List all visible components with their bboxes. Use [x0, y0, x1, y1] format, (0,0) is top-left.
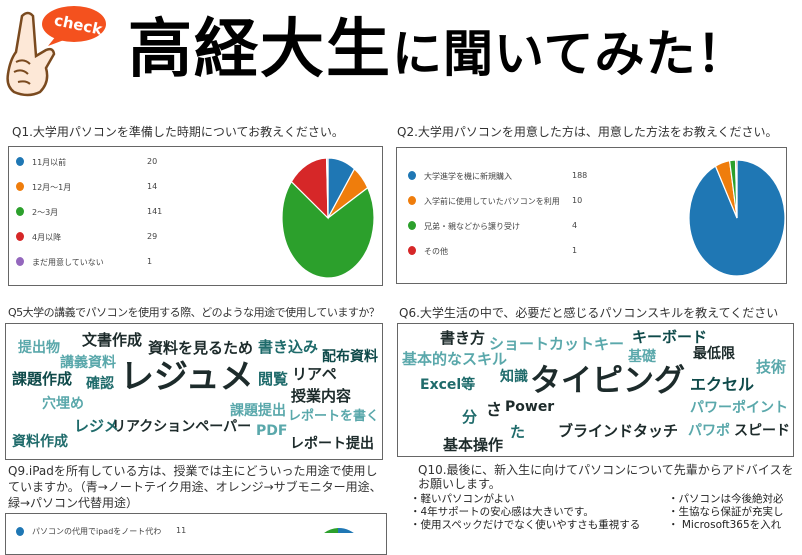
- wordcloud-word: 確認: [86, 376, 114, 392]
- q2-pie-chart: [688, 159, 786, 277]
- wordcloud-word: タイピング: [530, 363, 685, 399]
- wordcloud-word: パワポ: [688, 423, 730, 439]
- legend-marker: [16, 182, 24, 191]
- q1-title: Q1.大学用パソコンを準備した時期についてお教えください。: [12, 125, 344, 139]
- wordcloud-word: 配布資料: [322, 349, 378, 365]
- wordcloud-word: リアクションペーパー: [112, 419, 252, 435]
- legend-label: 2～3月: [32, 208, 59, 217]
- wordcloud-word: エクセル: [690, 375, 755, 394]
- wordcloud-word: 資料作成: [12, 434, 68, 450]
- pie-slice-3: [734, 159, 738, 219]
- legend-marker: [408, 246, 416, 255]
- title-main: 高経大生: [128, 13, 392, 87]
- legend-label: 大学進学を機に新規購入: [424, 172, 512, 181]
- wordcloud-word: ブラインドタッチ: [558, 422, 679, 440]
- title-sub: に聞いてみた！: [392, 25, 748, 83]
- legend-label: 12月～1月: [32, 183, 72, 192]
- q5-wordcloud: [5, 323, 383, 460]
- wordcloud-word: 穴埋め: [42, 396, 84, 412]
- wordcloud-word: 課題提出: [230, 403, 286, 419]
- wordcloud-word: Excel等: [420, 377, 476, 393]
- q9-pie-slice: [338, 527, 354, 533]
- legend-marker: [408, 196, 416, 205]
- legend-label: まだ用意していない: [32, 258, 104, 267]
- wordcloud-word: 書き方: [440, 329, 486, 347]
- advice-item: ・ Microsoft365を入れ: [668, 519, 782, 531]
- wordcloud-word: 書き込み: [258, 338, 319, 356]
- legend-label: 4月以降: [32, 233, 62, 242]
- wordcloud-word: 授業内容: [291, 387, 352, 405]
- legend-value: 29: [147, 232, 158, 241]
- legend-marker: [16, 257, 24, 266]
- wordcloud-word: 基本的なスキル: [402, 350, 508, 368]
- legend-label: その他: [424, 247, 448, 256]
- legend-marker: [16, 207, 24, 216]
- wordcloud-word: た: [510, 423, 526, 441]
- legend-value: 20: [147, 157, 158, 166]
- page-title: 高経大生に聞いてみた！: [128, 6, 748, 98]
- q9-title: Q9.iPadを所有している方は、授業では主にどういった用途で使用していますか。…: [8, 464, 382, 510]
- q1-pie-chart: [281, 157, 375, 279]
- wordcloud-word: パワーポイント: [690, 400, 788, 416]
- q5-title: Q5大学の講義でパソコンを使用する際、どのような用途で使用していますか？: [8, 306, 380, 319]
- q9-pie-slice: [324, 528, 338, 533]
- q6-wordcloud: [397, 323, 794, 457]
- wordcloud-word: ショートカットキー: [489, 335, 625, 353]
- advice-item: ・生協なら保証が充実し: [668, 506, 784, 518]
- wordcloud-word: 基本操作: [443, 436, 504, 454]
- legend-value: 141: [147, 207, 163, 216]
- wordcloud-word: レジュメ: [120, 357, 254, 397]
- wordcloud-word: 閲覧: [258, 370, 289, 388]
- legend-marker: [16, 157, 24, 166]
- wordcloud-word: 提出物: [18, 340, 60, 356]
- legend-marker: [408, 171, 416, 180]
- legend-value: 4: [572, 221, 578, 230]
- legend-value: 188: [572, 171, 588, 180]
- wordcloud-word: 課題作成: [12, 370, 73, 388]
- wordcloud-word: 講義資料: [60, 355, 116, 371]
- pie-slice-3: [290, 157, 329, 220]
- q2-title: Q2.大学用パソコンを用意した方は、用意した方法をお教えください。: [397, 125, 778, 139]
- wordcloud-word: 資料を見るため: [148, 339, 254, 357]
- wordcloud-word: 知識: [500, 369, 528, 385]
- legend-value: 14: [147, 182, 158, 191]
- advice-item: ・軽いパソコンがよい: [410, 493, 515, 505]
- legend-value: 10: [572, 196, 583, 205]
- advice-item: ・パソコンは今後絶対必: [668, 493, 784, 505]
- pie-slice-4: [325, 157, 329, 219]
- q9-pie-chart: [324, 527, 354, 533]
- legend-label: 兄弟・親などから譲り受け: [424, 222, 520, 231]
- wordcloud-word: キーボード: [632, 328, 708, 346]
- q9-legend-dot: [16, 527, 24, 536]
- wordcloud-word: スピード: [734, 423, 790, 439]
- legend-marker: [16, 232, 24, 241]
- legend-label: 11月以前: [32, 158, 67, 167]
- legend-label: 入学前に使用していたパソコンを利用: [424, 197, 560, 206]
- wordcloud-word: Power: [505, 399, 555, 415]
- pie-slice-2: [281, 180, 375, 279]
- legend-value: 1: [147, 257, 153, 266]
- q6-title: Q6.大学生活の中で、必要だと感じるパソコンスキルを教えてください: [399, 306, 779, 320]
- advice-item: ・使用スペックだけでなく使いやすさも重視する: [410, 519, 641, 531]
- q9-legend-label: パソコンの代用でipadをノート代わ: [32, 527, 162, 536]
- wordcloud-word: レジメ: [74, 417, 120, 435]
- wordcloud-word: 分: [462, 408, 478, 426]
- wordcloud-word: 文書作成: [82, 331, 143, 349]
- wordcloud-word: レポートを書く: [288, 409, 380, 424]
- q10-title: Q10.最後に、新入生に向けてパソコンについて先輩からアドバイスをお願いします。: [418, 463, 794, 491]
- wordcloud-word: 基礎: [628, 349, 656, 365]
- legend-value: 1: [572, 246, 578, 255]
- wordcloud-word: PDF: [256, 423, 288, 439]
- pointing-hand-icon: check: [6, 6, 106, 97]
- wordcloud-word: リアペ: [292, 365, 337, 383]
- advice-item: ・4年サポートの安心感は大きいです。: [410, 506, 594, 518]
- legend-marker: [408, 221, 416, 230]
- wordcloud-word: 技術: [756, 358, 787, 376]
- wordcloud-word: レポート提出: [290, 436, 374, 452]
- wordcloud-word: 最低限: [693, 346, 735, 362]
- q9-legend-value: 11: [176, 526, 187, 535]
- wordcloud-word: さ: [486, 400, 503, 419]
